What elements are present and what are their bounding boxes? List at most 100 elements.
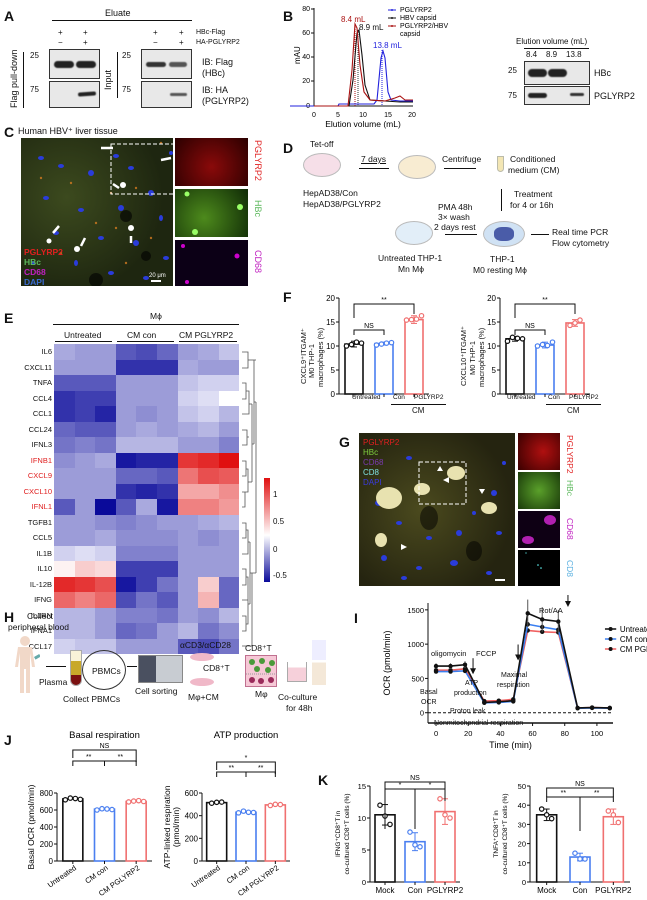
heatmap-cell <box>177 638 199 654</box>
heatmap-cell <box>54 514 75 530</box>
channel-g-pglyrp2 <box>518 433 560 470</box>
heatmap-cell <box>95 421 116 437</box>
heatmap-cell <box>218 344 240 360</box>
y-axis-label: mAU <box>293 46 302 64</box>
svg-text:60: 60 <box>302 30 310 37</box>
tetoff-label: Tet-off <box>310 139 334 149</box>
heatmap-cell <box>218 576 240 592</box>
blot-eluate-ha <box>49 81 100 108</box>
svg-text:15: 15 <box>326 318 335 327</box>
f2-ylabel: CXCL10⁺ITGAM⁺ <box>459 325 468 386</box>
heatmap-cell <box>74 452 96 468</box>
heatmap-cell <box>198 359 219 375</box>
heatmap-cell <box>136 607 157 623</box>
svg-text:0: 0 <box>49 857 54 866</box>
cd8t-label-2: CD8⁺T <box>245 643 272 653</box>
pbmcs-label: PBMCs <box>92 666 121 676</box>
svg-text:20: 20 <box>302 78 310 85</box>
svg-text:ATP-linked respiration(pmol/mi: ATP-linked respiration(pmol/min) <box>162 785 181 868</box>
heatmap-title: Mϕ <box>150 311 162 321</box>
svg-text:Mock: Mock <box>537 886 557 895</box>
rotaa-label: Rot/AA <box>539 606 563 615</box>
pcr-label: Real time PCR <box>552 227 609 237</box>
centrifuge-label: Centrifuge <box>442 154 482 164</box>
svg-text:5: 5 <box>492 366 497 375</box>
svg-text:PGLYRP2: PGLYRP2 <box>427 886 464 895</box>
legend-dapi: DAPI <box>24 277 45 286</box>
heatmap-cell <box>136 561 157 577</box>
heatmap-cell <box>198 421 219 437</box>
heatmap-cell <box>198 452 219 468</box>
svg-text:15: 15 <box>487 318 496 327</box>
mw-marker: 25 <box>508 66 517 75</box>
channel-hbc <box>175 189 248 237</box>
heatmap-row-label: IL10 <box>37 564 52 573</box>
heatmap-cell <box>157 406 178 422</box>
heatmap-cell <box>115 561 137 577</box>
heatmap-cell <box>95 592 116 608</box>
heatmap-cell <box>218 592 240 608</box>
f1-ylabel-3: macrophages (%) <box>316 327 325 387</box>
svg-text:Basal respiration: Basal respiration <box>69 730 140 741</box>
heatmap-cell <box>177 514 199 530</box>
panel-label-d: D <box>283 140 294 156</box>
col-label: 8.9 <box>546 50 558 59</box>
coculture-well-icon <box>245 655 278 687</box>
heatmap-cell <box>218 561 240 577</box>
heatmap-cell <box>54 406 75 422</box>
heatmap-cell <box>177 499 199 515</box>
legend-hbc: HBc <box>24 257 42 267</box>
panel-label-e: E <box>4 310 14 326</box>
heatmap-cell <box>218 483 240 499</box>
channel-label-cd68: CD68 <box>565 518 575 540</box>
blot-hbc <box>524 61 590 85</box>
panel-label-i: I <box>354 610 358 626</box>
heatmap-cell <box>54 576 75 592</box>
eluate-bracket <box>52 20 192 21</box>
heatmap-cell <box>74 514 96 530</box>
heatmap-row-label: IL6 <box>41 347 52 356</box>
heatmap-cell <box>136 592 157 608</box>
heatmap-cell <box>54 421 75 437</box>
heatmap-cell <box>177 359 199 375</box>
heatmap-row-label: IFNL1 <box>31 502 52 511</box>
heatmap-cell <box>198 607 219 623</box>
panel-label-k: K <box>318 772 329 788</box>
heatmap-cell <box>157 375 178 391</box>
row-label-hbc: HBc <box>594 68 612 78</box>
heatmap-cell <box>54 545 75 561</box>
x-label: Con <box>393 394 405 401</box>
heatmap-cell <box>136 421 157 437</box>
dish-hepad38 <box>303 153 341 177</box>
heatmap-cell <box>54 499 75 515</box>
panel-c-title: Human HBV⁺ liver tissue <box>18 126 118 136</box>
svg-text:Con: Con <box>408 886 423 895</box>
ib-ha-label: IB: HA <box>202 85 229 95</box>
svg-text:1500: 1500 <box>407 606 424 615</box>
heatmap-cell <box>136 623 157 639</box>
heatmap-cell <box>136 576 157 592</box>
svg-text:0: 0 <box>434 729 438 738</box>
channel-label-cd8: CD8 <box>565 560 575 578</box>
heatmap-cell <box>136 483 157 499</box>
untreated-thp1: Untreated THP-1 <box>378 253 443 263</box>
legend-dapi: DAPI <box>363 478 382 487</box>
svg-text:50: 50 <box>518 782 526 791</box>
heatmap-cell <box>115 607 137 623</box>
svg-text:**: ** <box>561 790 567 797</box>
svg-text:600: 600 <box>40 806 54 815</box>
svg-text:NS: NS <box>100 743 110 750</box>
channel-pglyrp2 <box>175 138 248 186</box>
svg-text:5: 5 <box>331 366 336 375</box>
coculture-label: Co-culture <box>278 692 318 702</box>
heatmap-cell <box>157 468 178 484</box>
legend-cd68: CD68 <box>24 267 46 277</box>
svg-text:0: 0 <box>522 878 526 887</box>
svg-text:**: ** <box>229 765 235 772</box>
sign: + <box>153 28 158 37</box>
channel-label-cd68: CD68 <box>253 250 263 274</box>
heatmap-cell <box>115 344 137 360</box>
legend-hbc: HBc <box>363 448 379 457</box>
svg-text:200: 200 <box>185 834 199 843</box>
